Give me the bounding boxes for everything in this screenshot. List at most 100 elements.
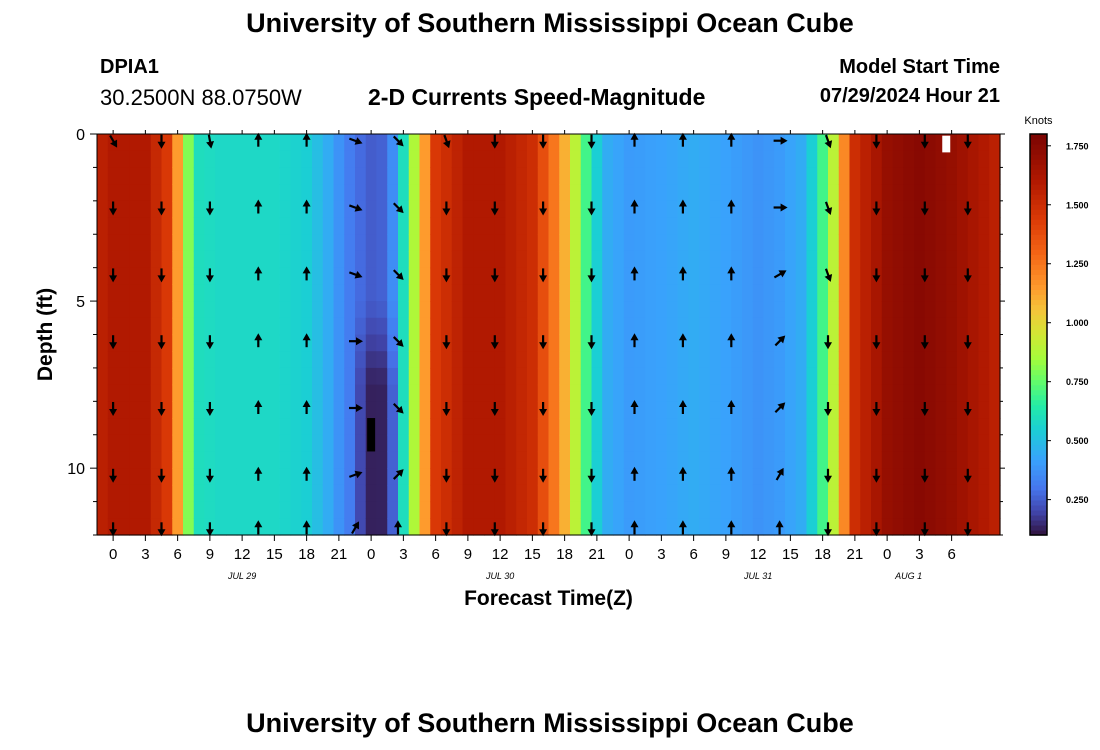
heat-cell: [720, 184, 732, 202]
heat-cell: [602, 150, 614, 169]
heat-cell: [838, 284, 851, 302]
heat-cell: [817, 150, 829, 169]
heat-cell: [419, 150, 431, 169]
heat-cell: [881, 167, 894, 185]
heat-cell: [774, 150, 786, 169]
heat-cell: [258, 367, 270, 386]
heat-cell: [602, 484, 614, 503]
colorbar-segment: [1030, 444, 1047, 451]
heat-cell: [559, 501, 571, 519]
heat-cell: [419, 301, 431, 319]
heat-cell: [236, 301, 249, 319]
heat-cell: [645, 401, 657, 419]
heat-cell: [183, 484, 195, 503]
x-tick-label: 0: [109, 546, 117, 563]
colorbar-segment: [1030, 389, 1047, 396]
current-arrow: [727, 466, 736, 481]
colorbar-segment: [1030, 369, 1047, 376]
heat-cell: [957, 484, 969, 503]
heat-cell: [967, 518, 980, 536]
heat-cell: [656, 501, 668, 519]
heat-cell: [763, 518, 775, 536]
heat-cell: [312, 267, 324, 285]
heat-cell: [580, 334, 593, 352]
heat-cell: [989, 234, 1001, 252]
heat-cell: [720, 134, 732, 152]
current-arrow: [302, 132, 311, 147]
heat-cell: [795, 468, 808, 486]
heat-cell: [849, 234, 861, 252]
heat-cell: [967, 367, 980, 386]
heat-cell: [709, 434, 722, 453]
heat-cell: [946, 250, 958, 269]
heat-cell: [967, 284, 980, 302]
heat-cell: [957, 451, 969, 469]
heat-cell: [355, 301, 367, 319]
heat-cell: [140, 384, 152, 402]
heat-cell: [656, 234, 668, 252]
heat-cell: [118, 367, 130, 386]
heat-cell: [193, 167, 206, 185]
current-arrow: [773, 136, 788, 145]
heat-cell: [322, 301, 335, 319]
heat-cell: [849, 367, 861, 386]
heat-cell: [408, 367, 421, 386]
current-arrow: [205, 268, 214, 283]
heat-cell: [817, 250, 829, 269]
heat-cell: [914, 150, 926, 169]
heat-cell: [451, 351, 464, 369]
x-tick-label: 12: [234, 546, 251, 563]
heat-cell: [387, 284, 399, 302]
heat-cell: [849, 334, 861, 352]
heat-cell: [978, 384, 990, 402]
heat-cell: [924, 384, 937, 402]
colorbar-segment: [1030, 484, 1047, 491]
heat-cell: [559, 451, 571, 469]
heat-cell: [451, 200, 464, 219]
heat-cell: [720, 267, 732, 285]
heat-cell: [247, 150, 259, 169]
heat-cell: [516, 351, 528, 369]
current-arrow: [963, 134, 972, 149]
heat-cell: [387, 484, 399, 503]
current-arrow: [824, 522, 832, 537]
heat-cell: [527, 418, 539, 436]
heat-cell: [419, 134, 431, 152]
heat-cell: [785, 317, 797, 336]
current-arrow: [678, 400, 687, 414]
heat-cell: [183, 167, 195, 185]
heat-cell: [193, 434, 206, 453]
min-speed-marker: [367, 418, 376, 452]
heat-cell: [537, 184, 550, 202]
heat-cell: [892, 367, 904, 386]
colorbar-segment: [1030, 429, 1047, 436]
heat-cell: [838, 501, 851, 519]
heat-cell: [537, 501, 550, 519]
heat-cell: [935, 317, 947, 336]
heat-cell: [666, 234, 679, 252]
heat-cell: [785, 250, 797, 269]
heat-cell: [226, 267, 238, 285]
heat-cell: [709, 451, 722, 469]
heat-cell: [247, 401, 259, 419]
heat-cell: [226, 518, 238, 536]
heat-cell: [301, 284, 313, 302]
heat-cell: [172, 217, 184, 235]
heat-cell: [849, 267, 861, 285]
heat-cell: [161, 134, 173, 152]
colorbar-segment: [1030, 294, 1047, 301]
heat-cell: [946, 184, 958, 202]
heat-cell: [398, 484, 410, 503]
heat-cell: [172, 317, 184, 336]
heat-cell: [957, 184, 969, 202]
heat-cell: [258, 518, 270, 536]
heat-cell: [570, 200, 582, 219]
heat-cell: [559, 250, 571, 269]
heat-cell: [333, 250, 345, 269]
colorbar-segment: [1030, 139, 1047, 145]
colorbar-segment: [1030, 279, 1047, 285]
current-arrow: [392, 269, 404, 281]
current-arrow: [302, 520, 311, 535]
heat-cell: [591, 367, 603, 386]
heat-cell: [172, 518, 184, 536]
